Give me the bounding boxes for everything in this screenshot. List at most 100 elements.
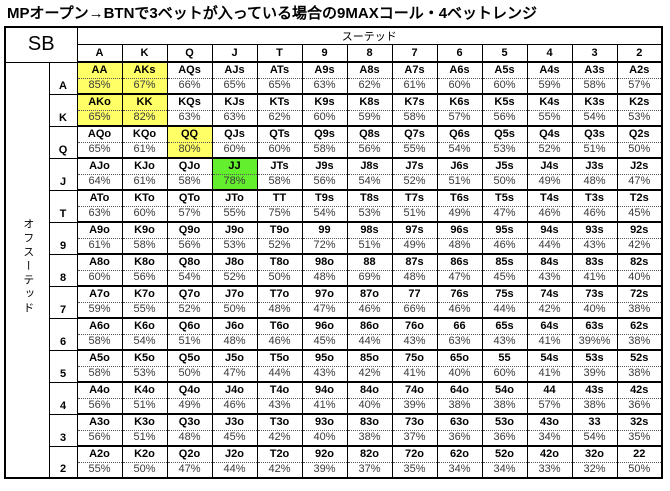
hand-cell-A2o: A2o 55%: [76, 445, 123, 479]
hand-percentage: 48%: [167, 430, 212, 445]
hand-cell-K2o: K2o 50%: [121, 445, 168, 479]
hand-cell-KTo: KTo 60%: [121, 189, 168, 223]
hand-percentage: 55%: [122, 302, 167, 317]
hand-percentage: 54%: [347, 174, 392, 189]
hand-percentage: 82%: [122, 110, 167, 125]
hand-label: J3o: [225, 416, 244, 428]
row-header-9: 9: [48, 221, 78, 255]
hand-label: 55: [498, 352, 511, 364]
hand-cell-94s: 94s 44%: [526, 221, 573, 255]
hand-percentage: 52%: [257, 238, 302, 253]
hand-label: 66: [453, 320, 466, 332]
hand-label: T3s: [585, 192, 604, 204]
hand-label: 77: [408, 288, 421, 300]
hand-cell-T6o: T6o 46%: [256, 317, 303, 351]
hand-percentage: 50%: [122, 462, 167, 477]
row-header-K: K: [48, 93, 78, 127]
hand-label: T7o: [269, 288, 290, 300]
hand-label: 63s: [585, 320, 604, 332]
hand-percentage: 44%: [257, 366, 302, 381]
hand-percentage: 56%: [482, 110, 527, 125]
column-header-5: 5: [481, 44, 528, 63]
hand-percentage: 52%: [212, 270, 257, 285]
hand-cell-Q2s: Q2s 50%: [616, 125, 663, 159]
hand-label: Q7o: [178, 288, 201, 300]
hand-percentage: 63%: [437, 334, 482, 349]
hand-percentage: 62%: [347, 78, 392, 93]
hand-percentage: 46%: [347, 302, 392, 317]
hand-percentage: 63%: [167, 110, 212, 125]
hand-label: K7o: [134, 288, 155, 300]
hand-label: Q5s: [494, 128, 515, 140]
hand-label: J9o: [225, 224, 244, 236]
hand-cell-65o: 65o 40%: [436, 349, 483, 383]
column-header-4: 4: [526, 44, 573, 63]
hand-label: A4o: [89, 384, 110, 396]
hand-label: 74o: [405, 384, 424, 396]
hand-label: Q8o: [178, 256, 201, 268]
hand-cell-95s: 95s 46%: [481, 221, 528, 255]
hand-label: T3o: [269, 416, 290, 428]
hand-percentage: 43%: [392, 334, 437, 349]
hand-label: KK: [122, 95, 167, 110]
hand-cell-K9s: K9s 60%: [301, 93, 348, 127]
hand-percentage: 52%: [392, 174, 437, 189]
hand-label: 73o: [405, 416, 424, 428]
hand-cell-T9o: T9o 52%: [256, 221, 303, 255]
hand-percentage: 59%: [527, 78, 572, 93]
hand-cell-A4s: A4s 59%: [526, 61, 573, 95]
hand-percentage: 61%: [122, 142, 167, 157]
hand-label: Q9o: [178, 224, 201, 236]
hand-cell-AQs: AQs 66%: [166, 61, 213, 95]
hand-label: KJs: [224, 96, 245, 108]
hand-label: J8o: [225, 256, 244, 268]
hand-label: A8s: [359, 64, 380, 76]
hand-label: 98o: [315, 256, 334, 268]
hand-label: 83o: [360, 416, 379, 428]
hand-percentage: 38%: [482, 398, 527, 413]
hand-percentage: 50%: [617, 142, 661, 157]
hand-percentage: 46%: [527, 206, 572, 221]
hand-label: 94s: [540, 224, 559, 236]
hand-label: Q3s: [584, 128, 605, 140]
hand-label: J5s: [495, 160, 514, 172]
hand-label: 86o: [360, 320, 379, 332]
hand-cell-KQo: KQo 61%: [121, 125, 168, 159]
hand-percentage: 54%: [572, 110, 617, 125]
hand-cell-74s: 74s 42%: [526, 285, 573, 319]
hand-cell-T8s: T8s 53%: [346, 189, 393, 223]
hand-label: 76s: [450, 288, 469, 300]
hand-percentage: 50%: [617, 462, 661, 477]
hand-cell-TT: TT 75%: [256, 189, 303, 223]
hand-label: K3s: [584, 96, 605, 108]
hand-cell-92s: 92s 42%: [616, 221, 663, 255]
hand-percentage: 64%: [77, 174, 122, 189]
hand-label: Q5o: [178, 352, 201, 364]
hand-cell-T7s: T7s 51%: [391, 189, 438, 223]
hand-label: T4o: [269, 384, 290, 396]
hand-cell-JTs: JTs 58%: [256, 157, 303, 191]
hand-percentage: 60%: [77, 270, 122, 285]
hand-percentage: 60%: [302, 110, 347, 125]
hand-label: K9o: [134, 224, 155, 236]
hand-cell-QJo: QJo 58%: [166, 157, 213, 191]
hand-percentage: 53%: [617, 110, 661, 125]
hand-label: T8s: [360, 192, 379, 204]
hand-cell-54o: 54o 38%: [481, 381, 528, 415]
hand-cell-52s: 52s 38%: [616, 349, 663, 383]
hand-cell-52o: 52o 34%: [481, 445, 528, 479]
hand-cell-Q8o: Q8o 54%: [166, 253, 213, 287]
table-row: Q AQo 65% KQo 61% QQ 80% QJs 60% QTs 60% Q9s 58% Q8s 5…: [5, 125, 663, 159]
hand-cell-K9o: K9o 58%: [121, 221, 168, 255]
hand-percentage: 35%: [392, 462, 437, 477]
hand-percentage: 38%: [617, 334, 661, 349]
hand-cell-AKs: AKs 67%: [121, 61, 168, 95]
hand-label: AJo: [89, 160, 110, 172]
hand-percentage: 43%: [257, 398, 302, 413]
hand-percentage: 58%: [572, 78, 617, 93]
hand-percentage: 57%: [167, 206, 212, 221]
hand-label: 95s: [495, 224, 514, 236]
hand-cell-76s: 76s 46%: [436, 285, 483, 319]
hand-percentage: 52%: [527, 142, 572, 157]
hand-percentage: 55%: [77, 462, 122, 477]
